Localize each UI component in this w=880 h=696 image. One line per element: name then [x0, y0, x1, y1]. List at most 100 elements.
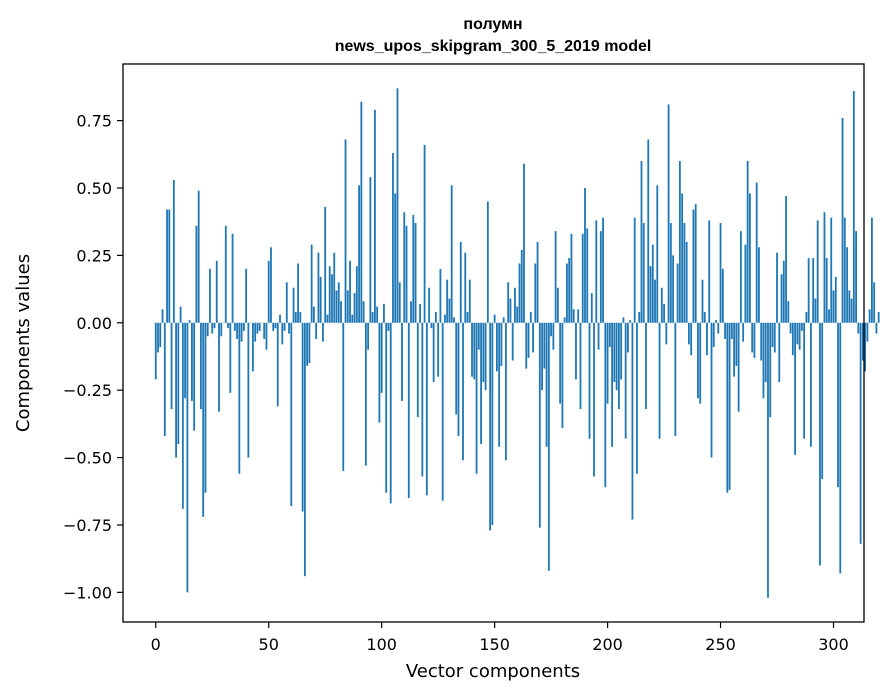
bar-component-276 — [778, 322, 781, 383]
bar-component-46 — [258, 322, 261, 331]
bar-component-283 — [794, 322, 796, 455]
bar-component-66 — [303, 322, 306, 577]
bar-component-167 — [532, 322, 534, 353]
bar-component-110 — [403, 212, 406, 323]
bar-component-154 — [502, 317, 505, 323]
bar-component-233 — [681, 193, 684, 323]
bar-component-253 — [726, 322, 729, 493]
bar-component-170 — [538, 322, 541, 528]
bar-component-262 — [746, 161, 749, 323]
bar-component-131 — [450, 185, 453, 323]
bar-component-51 — [270, 247, 272, 323]
bar-component-290 — [810, 322, 812, 447]
bar-component-305 — [843, 217, 846, 323]
bar-component-161 — [518, 263, 521, 323]
bar-component-264 — [751, 322, 754, 353]
bar-component-279 — [785, 196, 787, 323]
bar-component-134 — [457, 322, 460, 436]
bar-component-172 — [543, 322, 546, 369]
bar-component-146 — [484, 322, 487, 391]
bar-component-302 — [837, 322, 839, 488]
bar-component-109 — [401, 322, 403, 401]
bar-component-32 — [227, 322, 229, 329]
bar-component-289 — [807, 258, 810, 323]
bar-component-219 — [649, 266, 652, 323]
bar-component-119 — [423, 144, 426, 323]
bar-component-297 — [825, 258, 828, 323]
bar-component-199 — [604, 322, 607, 488]
bar-component-217 — [645, 322, 647, 410]
bar-component-175 — [550, 322, 553, 337]
bar-component-37 — [238, 322, 241, 474]
bar-component-127 — [441, 322, 444, 501]
bar-component-144 — [480, 322, 482, 445]
bar-component-45 — [256, 322, 259, 334]
bar-component-285 — [798, 322, 801, 350]
bar-component-28 — [218, 322, 220, 412]
bar-component-183 — [568, 258, 571, 323]
bar-component-140 — [471, 322, 473, 377]
bar-component-261 — [744, 244, 747, 323]
bar-component-268 — [760, 322, 763, 361]
bar-component-99 — [378, 322, 381, 423]
bar-component-299 — [830, 217, 833, 323]
bar-component-301 — [834, 276, 837, 323]
bar-component-93 — [364, 322, 367, 466]
bar-component-97 — [373, 109, 376, 323]
bar-component-186 — [575, 322, 577, 380]
bar-component-91 — [360, 101, 363, 323]
bar-component-243 — [703, 312, 706, 323]
bar-component-208 — [624, 322, 627, 439]
bar-component-236 — [688, 322, 690, 345]
bar-component-201 — [608, 322, 611, 348]
bar-component-169 — [536, 241, 539, 323]
bar-component-225 — [663, 303, 665, 323]
bar-component-244 — [706, 322, 708, 356]
bar-component-18 — [195, 225, 198, 323]
bar-component-207 — [622, 317, 625, 323]
bar-component-122 — [430, 322, 433, 329]
bar-component-20 — [200, 322, 202, 410]
bar-component-292 — [814, 298, 817, 323]
bar-component-277 — [780, 274, 783, 323]
bar-component-228 — [669, 223, 672, 323]
bar-component-314 — [864, 322, 867, 372]
bar-component-31 — [224, 225, 227, 323]
bar-component-67 — [306, 322, 309, 366]
bar-component-105 — [392, 152, 394, 323]
bar-component-227 — [667, 104, 670, 323]
bar-component-54 — [276, 322, 279, 407]
bar-component-267 — [758, 247, 760, 323]
bar-component-23 — [206, 322, 209, 337]
bar-component-103 — [387, 322, 390, 331]
x-tick-label: 0 — [151, 635, 161, 654]
bar-component-224 — [660, 287, 663, 323]
bar-component-78 — [331, 274, 333, 323]
bar-component-177 — [554, 231, 557, 323]
bar-component-65 — [301, 322, 304, 512]
bar-component-27 — [215, 260, 218, 323]
bar-component-278 — [782, 260, 785, 323]
bar-component-242 — [701, 279, 704, 323]
bar-component-212 — [633, 217, 636, 323]
bar-component-209 — [627, 322, 629, 353]
bar-component-80 — [335, 290, 338, 323]
bar-component-210 — [629, 320, 632, 323]
bar-component-273 — [771, 322, 774, 348]
bar-component-41 — [247, 322, 250, 458]
x-tick-label: 50 — [259, 635, 279, 654]
bar-component-288 — [805, 312, 808, 323]
bar-component-271 — [767, 322, 769, 598]
bar-component-257 — [735, 322, 738, 366]
bar-component-163 — [523, 163, 525, 323]
bar-component-100 — [380, 322, 383, 393]
bar-component-26 — [213, 322, 216, 329]
bar-component-14 — [186, 322, 189, 593]
bar-component-293 — [816, 220, 819, 323]
bar-component-155 — [505, 322, 507, 461]
bar-component-182 — [566, 263, 568, 323]
bar-component-230 — [674, 322, 677, 436]
x-tick-label: 150 — [479, 635, 510, 654]
bar-component-118 — [421, 322, 424, 477]
bar-component-312 — [859, 322, 862, 544]
